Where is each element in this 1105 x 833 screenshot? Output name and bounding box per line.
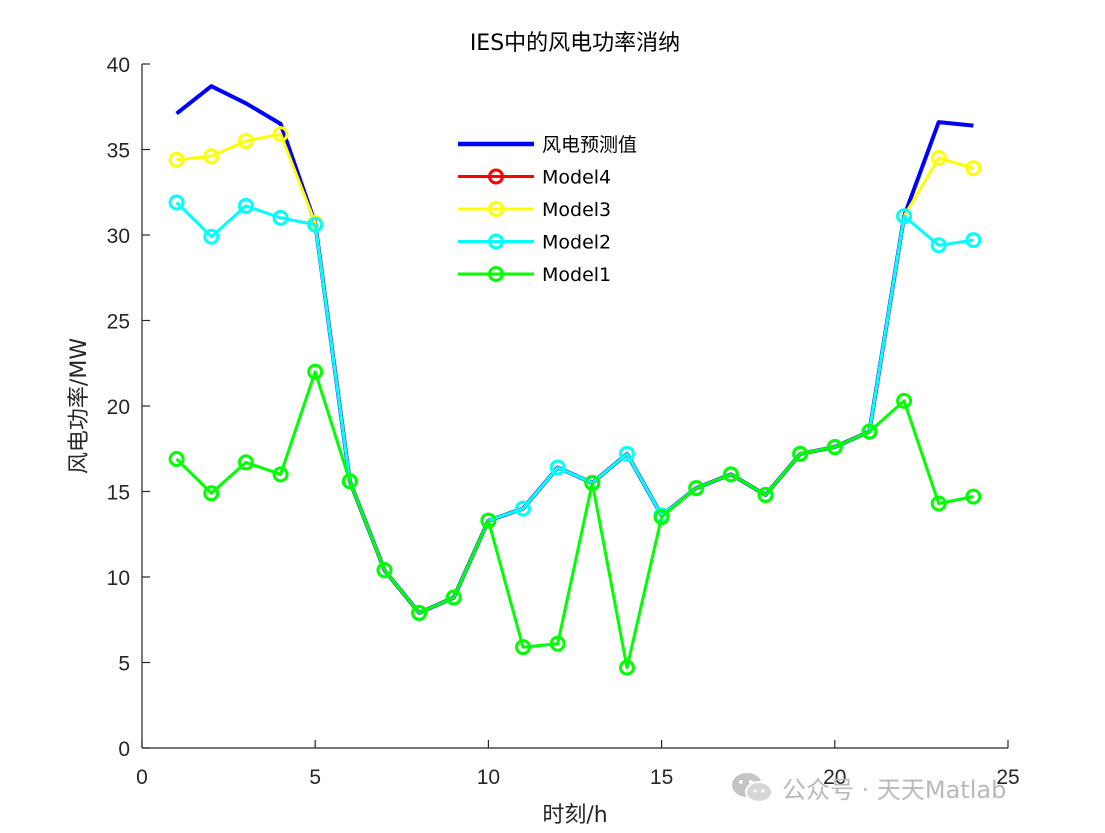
x-tick-label: 0 xyxy=(136,766,148,789)
x-tick-label: 10 xyxy=(477,766,500,789)
x-axis-title: 时刻/h xyxy=(542,803,607,828)
watermark: 公众号 · 天天Matlab xyxy=(730,770,1006,805)
data-point xyxy=(376,562,393,579)
y-tick-label: 15 xyxy=(107,482,130,505)
legend-label: Model2 xyxy=(542,232,611,254)
legend-item: Model1 xyxy=(458,264,611,286)
data-point xyxy=(653,509,670,526)
data-point xyxy=(203,485,220,502)
y-tick-label: 35 xyxy=(107,140,130,163)
data-point xyxy=(515,639,532,656)
y-tick-label: 10 xyxy=(107,567,130,590)
x-tick-label: 5 xyxy=(309,766,321,789)
series-line xyxy=(175,370,974,670)
x-tick-label: 20 xyxy=(823,766,846,789)
legend-item: Model4 xyxy=(458,167,611,189)
data-point xyxy=(203,148,220,165)
legend-label: Model4 xyxy=(542,167,611,189)
data-point xyxy=(307,216,324,233)
legend-marker xyxy=(488,201,504,217)
data-point xyxy=(237,197,254,214)
data-point xyxy=(688,480,705,497)
data-point xyxy=(272,209,289,226)
series-4 xyxy=(168,194,982,621)
axes: 0 5 10 15 20 25 0 5 10 15 20 25 30 35 40 xyxy=(107,54,1020,789)
series-line xyxy=(175,84,974,615)
data-point xyxy=(930,495,947,512)
series-5 xyxy=(168,363,982,676)
y-tick-label: 0 xyxy=(118,738,130,761)
series-layer xyxy=(168,84,982,676)
data-point xyxy=(515,500,532,517)
legend-marker xyxy=(488,266,504,282)
data-point xyxy=(930,237,947,254)
data-point xyxy=(272,466,289,483)
data-point xyxy=(445,589,462,606)
data-point xyxy=(203,228,220,245)
data-point xyxy=(826,439,843,456)
legend-marker xyxy=(488,168,504,185)
data-point xyxy=(896,392,913,409)
data-point xyxy=(618,659,635,676)
data-point xyxy=(168,451,185,468)
series-1 xyxy=(175,84,974,615)
data-point xyxy=(757,486,774,503)
wechat-icon xyxy=(732,772,773,803)
data-point xyxy=(307,363,324,380)
data-point xyxy=(237,132,254,149)
data-point xyxy=(792,445,809,462)
y-tick-label: 25 xyxy=(107,311,130,334)
legend-label: Model3 xyxy=(542,199,611,221)
data-point xyxy=(965,160,982,177)
data-point xyxy=(965,232,982,249)
y-tick-label: 40 xyxy=(107,54,130,77)
data-point xyxy=(896,208,913,225)
legend-marker xyxy=(488,233,504,250)
y-tick-label: 20 xyxy=(107,396,130,419)
data-point xyxy=(965,488,982,505)
data-point xyxy=(272,126,289,143)
y-tick-label: 5 xyxy=(118,653,130,676)
data-point xyxy=(549,635,566,652)
legend-item: 风电预测值 xyxy=(458,134,637,156)
data-point xyxy=(930,150,947,167)
watermark-text: 公众号 · 天天Matlab xyxy=(782,776,1007,804)
y-axis-title: 风电功率/MW xyxy=(67,338,92,474)
data-point xyxy=(861,423,878,440)
data-point xyxy=(549,459,566,476)
legend-label: 风电预测值 xyxy=(542,134,637,156)
data-point xyxy=(237,454,254,471)
x-tick-label: 15 xyxy=(650,766,673,789)
data-point xyxy=(722,466,739,483)
data-point xyxy=(168,151,185,168)
legend-item: Model2 xyxy=(458,232,611,254)
data-point xyxy=(341,473,358,490)
legend-item: Model3 xyxy=(458,199,611,221)
chart-title: IES中的风电功率消纳 xyxy=(470,31,680,56)
y-tick-label: 30 xyxy=(107,225,130,248)
legend-label: Model1 xyxy=(542,264,611,286)
x-tick-label: 25 xyxy=(996,766,1019,789)
data-point xyxy=(411,604,428,621)
data-point xyxy=(584,474,601,491)
data-point xyxy=(168,194,185,211)
data-point xyxy=(618,445,635,462)
data-point xyxy=(480,512,497,529)
legend: 风电预测值 Model4 Model3 Model2 Model1 xyxy=(458,134,637,286)
